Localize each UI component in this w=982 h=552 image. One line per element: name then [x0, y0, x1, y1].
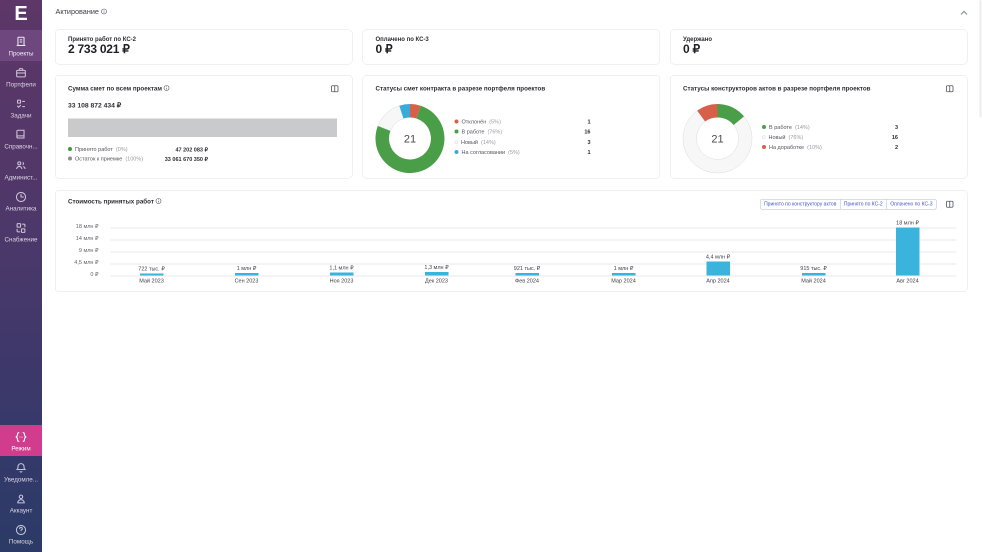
- svg-text:21: 21: [404, 134, 416, 146]
- svg-text:21: 21: [711, 134, 723, 146]
